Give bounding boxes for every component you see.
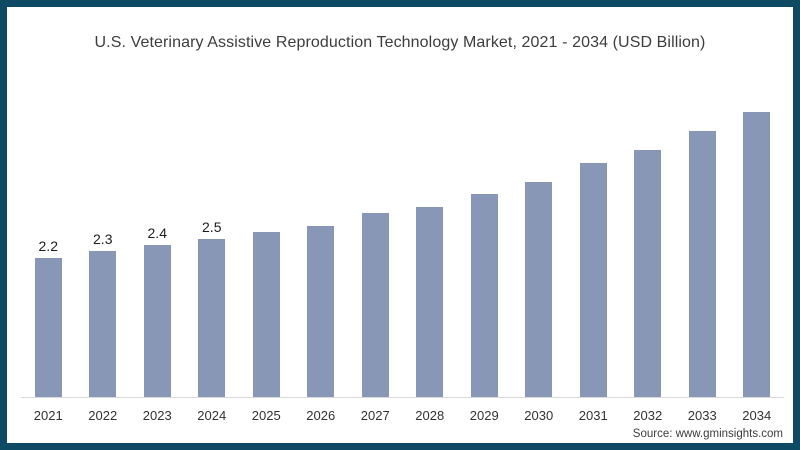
value-label-2023: 2.4	[147, 225, 167, 241]
bar-2030	[525, 182, 553, 397]
x-axis-label-2031: 2031	[578, 408, 608, 423]
bar-2021	[34, 258, 62, 397]
bar-column-2024: 2.5	[185, 93, 240, 397]
x-axis-label-2022: 2022	[88, 408, 118, 423]
x-axis-label-2033: 2033	[687, 408, 717, 423]
bar-column-2021: 2.2	[21, 93, 76, 397]
bar-column-2028	[403, 93, 458, 397]
x-axis-label-2030: 2030	[524, 408, 554, 423]
x-axis-label-2028: 2028	[415, 408, 445, 423]
x-axis-label-2023: 2023	[142, 408, 172, 423]
bar-2025	[252, 232, 280, 397]
bar-column-2027	[348, 93, 403, 397]
x-axis-label-2029: 2029	[469, 408, 499, 423]
bar-2023	[143, 245, 171, 397]
bar-column-2033	[675, 93, 730, 397]
bar-column-2029	[457, 93, 512, 397]
bar-2027	[361, 213, 389, 397]
x-axis-label-2032: 2032	[633, 408, 663, 423]
bar-column-2023: 2.4	[130, 93, 185, 397]
x-axis-label-2027: 2027	[360, 408, 390, 423]
bar-2033	[688, 131, 716, 397]
bar-column-2030	[512, 93, 567, 397]
bar-column-2022: 2.3	[76, 93, 131, 397]
x-axis-label-2034: 2034	[742, 408, 772, 423]
bar-column-2032	[621, 93, 676, 397]
value-label-2021: 2.2	[38, 238, 58, 254]
bar-2034	[743, 112, 771, 397]
bar-column-2026	[294, 93, 349, 397]
x-axis-label-2021: 2021	[33, 408, 63, 423]
bar-2031	[579, 163, 607, 397]
value-label-2024: 2.5	[202, 219, 222, 235]
x-axis-labels: 2021 2022 2023 2024 2025 2026 2027 2028 2029 2030…	[21, 408, 784, 423]
bar-2026	[307, 226, 335, 397]
value-label-2022: 2.3	[93, 231, 113, 247]
bar-2024	[198, 239, 226, 397]
bar-column-2025	[239, 93, 294, 397]
x-axis-label-2026: 2026	[306, 408, 336, 423]
x-axis-label-2025: 2025	[251, 408, 281, 423]
bar-2022	[89, 251, 117, 397]
source-attribution: Source: www.gminsights.com	[632, 428, 783, 440]
x-axis-label-2024: 2024	[197, 408, 227, 423]
bar-column-2031	[566, 93, 621, 397]
bar-2029	[470, 194, 498, 397]
bar-column-2034	[730, 93, 785, 397]
chart-title: U.S. Veterinary Assistive Reproduction T…	[94, 34, 706, 51]
bar-chart-plot-area: 2.2 2.3 2.4 2.5	[21, 93, 784, 398]
bar-2032	[634, 150, 662, 397]
bar-2028	[416, 207, 444, 397]
